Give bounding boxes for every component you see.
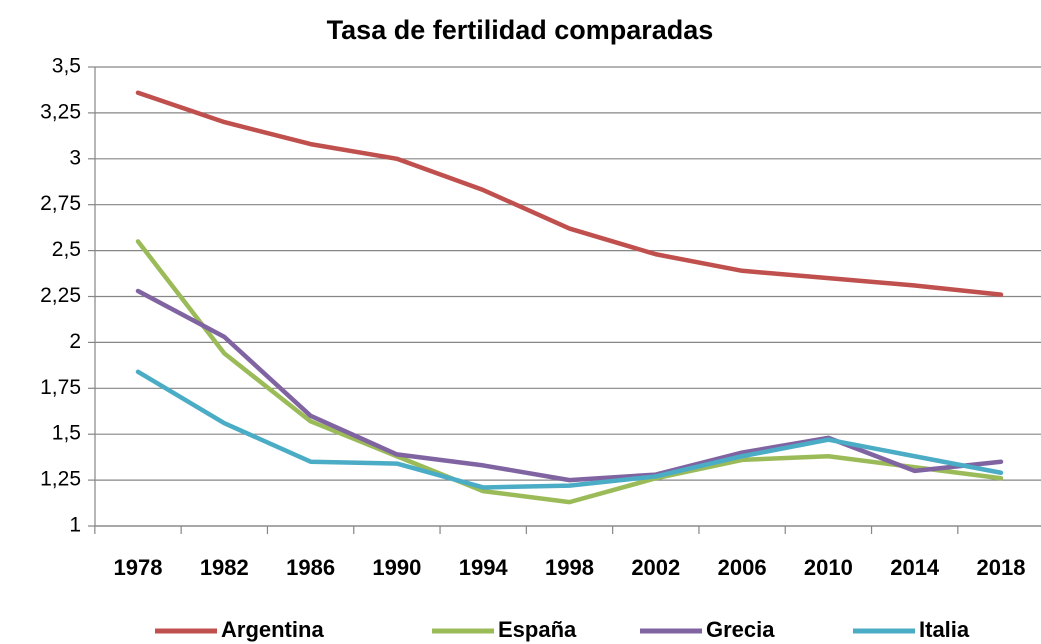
x-tick-label: 2014 [890, 555, 940, 580]
x-tick-label: 1982 [200, 555, 249, 580]
y-tick-label: 1,75 [40, 376, 81, 399]
chart-title: Tasa de fertilidad comparadas [327, 15, 714, 45]
x-tick-label: 2018 [977, 555, 1026, 580]
line-series [135, 369, 1004, 490]
x-tick-label: 2010 [804, 555, 853, 580]
legend-label: Argentina [221, 617, 324, 642]
y-tick-label: 2,25 [40, 284, 81, 307]
line-series [135, 288, 1004, 483]
x-tick-label: 2002 [631, 555, 680, 580]
legend-label: España [498, 617, 577, 642]
x-tick-label: 1994 [459, 555, 509, 580]
y-tick-label: 1,25 [40, 468, 81, 491]
y-tick-label: 2 [69, 330, 81, 353]
y-tick-label: 3,5 [52, 55, 81, 78]
y-tick-label: 2,5 [52, 238, 81, 261]
y-tick-label: 2,75 [40, 192, 81, 215]
y-tick-label: 3 [69, 146, 81, 169]
x-tick-label: 1998 [545, 555, 594, 580]
line-series [135, 90, 1004, 297]
y-tick-label: 1 [69, 514, 81, 537]
y-tick-label: 1,5 [52, 422, 81, 445]
x-tick-label: 1986 [286, 555, 335, 580]
x-tick-label: 1990 [372, 555, 421, 580]
line-series [135, 239, 1004, 505]
x-tick-label: 1978 [114, 555, 163, 580]
x-tick-label: 2006 [718, 555, 767, 580]
legend-label: Italia [919, 617, 970, 642]
y-tick-label: 3,25 [40, 100, 81, 123]
legend-label: Grecia [706, 617, 775, 642]
